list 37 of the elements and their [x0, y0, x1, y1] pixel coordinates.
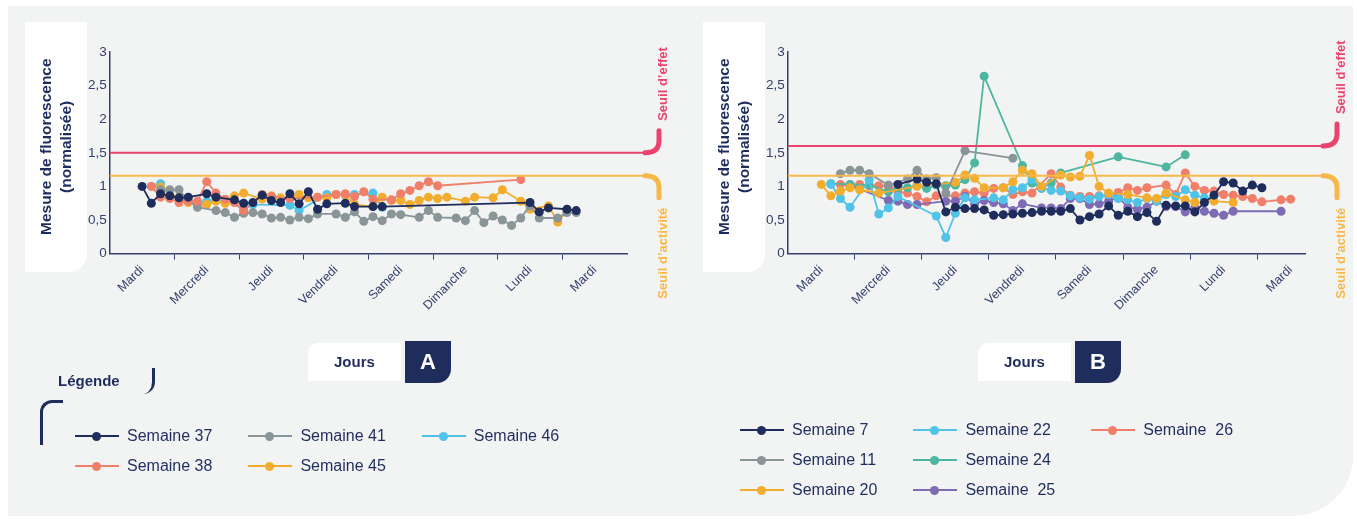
y-tick-label: 3 [99, 43, 107, 59]
y-tick-label: 0 [777, 245, 785, 261]
legend-label: Semaine 37 [127, 427, 213, 445]
ref-line-label: Seuil d’activité [654, 207, 670, 299]
legend-label: Semaine 11 [792, 451, 877, 469]
y-tick-label: 0,5 [765, 211, 785, 227]
legend-label: Semaine 20 [792, 481, 878, 499]
y-tick-label: 2 [99, 110, 107, 126]
legend-label: Semaine 41 [300, 427, 386, 445]
legend-label: Semaine 22 [965, 421, 1051, 439]
legend-label: Semaine 25 [965, 481, 1056, 499]
legend-label: Semaine 26 [1143, 421, 1234, 439]
y-tick-label: 2,5 [765, 77, 785, 93]
y-axis-title: Mesure de fluorescence (normalisée) [714, 57, 753, 238]
y-axis-title: Mesure de fluorescence (normalisée) [36, 57, 75, 238]
legend-label: Semaine 45 [300, 457, 386, 475]
y-tick-label: 0 [99, 245, 107, 261]
legend-title: Légende [58, 372, 120, 389]
legend-label: Semaine 38 [127, 457, 213, 475]
y-tick-label: 3 [777, 43, 785, 59]
y-tick-label: 2,5 [87, 77, 107, 93]
y-tick-label: 1 [99, 178, 107, 194]
x-axis-title: Jours [978, 343, 1071, 381]
x-axis-title: Jours [308, 343, 401, 381]
ref-line-label: Seuil d’effet [654, 46, 670, 121]
legend-label: Semaine 7 [792, 421, 869, 439]
y-tick-label: 0,5 [87, 211, 107, 227]
text: B [1074, 341, 1121, 383]
legend-label: Semaine 24 [965, 451, 1051, 469]
ref-line-label: Seuil d’activité [1332, 207, 1348, 299]
y-tick-label: 1,5 [87, 144, 107, 160]
legend-label: Semaine 46 [473, 427, 560, 445]
y-tick-label: 1,5 [765, 144, 785, 160]
text: A [404, 341, 451, 383]
y-tick-label: 2 [777, 110, 785, 126]
ref-line-label: Seuil d’effet [1332, 39, 1348, 115]
y-tick-label: 1 [777, 178, 785, 194]
